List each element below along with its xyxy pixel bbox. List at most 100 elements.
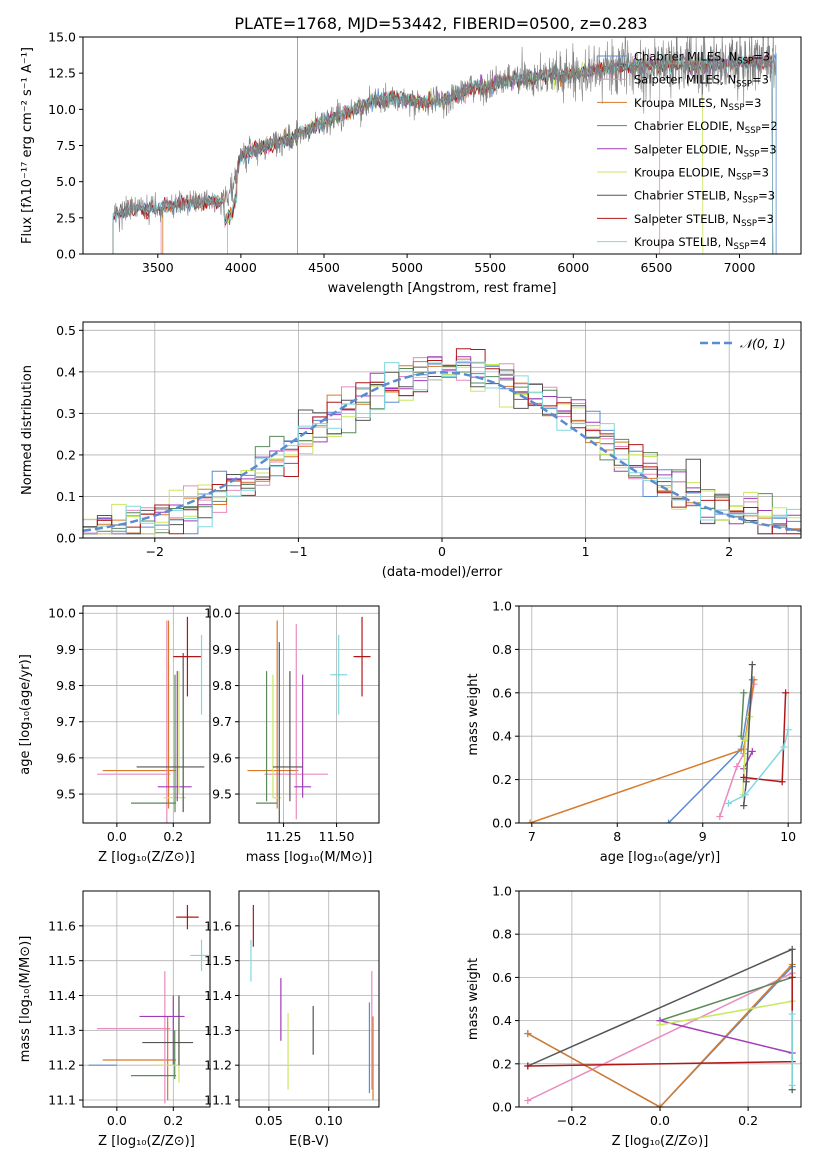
x-axis-label: Z [log₁₀(Z/Z⊙)] bbox=[612, 1134, 709, 1149]
x-axis-label: wavelength [Angstrom, rest frame] bbox=[328, 281, 557, 296]
marker-kroupa_miles bbox=[656, 1103, 664, 1107]
errorbar-kroupa_stelib bbox=[190, 939, 210, 972]
marker-kroupa_elodie bbox=[656, 1021, 664, 1029]
tick-label-y: 9.8 bbox=[56, 678, 76, 693]
tick-label-y: 9.6 bbox=[212, 750, 232, 765]
panel-age_vs_Z: 0.0 0.2 9.5 9.6 9.7 9.8 9.9 10.0 Z [log₁₀(Z/Z⊙)]… bbox=[18, 605, 211, 865]
tick-label-x: 8 bbox=[613, 829, 621, 844]
plot-content bbox=[83, 348, 801, 535]
tick-label-x: 3500 bbox=[142, 260, 174, 275]
plot-content bbox=[97, 616, 205, 823]
tick-label-y: 0.2 bbox=[56, 447, 76, 462]
legend-entry-salpeter_stelib: Salpeter STELIB, NSSP=3 bbox=[634, 212, 774, 229]
marker-chabrier_stelib bbox=[788, 945, 796, 953]
tick-label-y: 11.2 bbox=[204, 1058, 232, 1073]
panel-mass_vs_Z: 0.0 0.2 11.1 11.2 11.3 11.4 11.5 11.6 Z [log₁₀(Z… bbox=[18, 890, 211, 1149]
tick-label-y: 10.0 bbox=[48, 606, 76, 621]
tick-label-y: 9.8 bbox=[212, 678, 232, 693]
legend: 𝒩(0, 1) bbox=[700, 336, 786, 351]
tick-label-x: 0.0 bbox=[107, 1113, 127, 1128]
marker-chabrier_stelib bbox=[740, 802, 748, 810]
panel-residuals: −2 −1 0 1 2 0.0 0.1 0.2 0.3 0.4 0.5 (data-model)/er… bbox=[20, 321, 802, 580]
marker-salpeter_stelib bbox=[524, 1062, 532, 1070]
marker-salpeter_stelib bbox=[788, 973, 796, 981]
plot-content bbox=[247, 616, 371, 823]
tick-label-y: 0.4 bbox=[492, 1013, 512, 1028]
marker-kroupa_miles bbox=[740, 745, 748, 753]
tick-label-y: 0.6 bbox=[492, 970, 512, 985]
plot-area bbox=[519, 606, 801, 823]
tick-label-x: 9 bbox=[699, 829, 707, 844]
tick-label-x: 4500 bbox=[308, 260, 340, 275]
legend-entry-salpeter_miles: Salpeter MILES, NSSP=3 bbox=[634, 73, 769, 90]
panel-weight_vs_Z: −0.2 0.0 0.2 0.0 0.2 0.4 0.6 0.8 1.0 Z [log₁₀(Z/Z… bbox=[466, 884, 802, 1149]
tick-label-x: 0.10 bbox=[315, 1113, 343, 1128]
marker-kroupa_miles bbox=[526, 819, 534, 823]
data-spectrum-line bbox=[112, 37, 777, 254]
errorbar-salpeter_stelib bbox=[173, 616, 202, 697]
tick-label-y: 1.0 bbox=[492, 599, 512, 614]
series-line-kroupa_stelib bbox=[728, 729, 789, 805]
marker-chabrier_stelib bbox=[748, 661, 756, 669]
grid bbox=[83, 891, 210, 1107]
errorbar-salpeter_stelib bbox=[353, 616, 371, 697]
legend: Chabrier MILES, NSSP=3 Salpeter MILES, NS… bbox=[597, 50, 778, 252]
legend-entry-kroupa_elodie: Kroupa ELODIE, NSSP=3 bbox=[634, 166, 769, 183]
plot-content bbox=[526, 661, 792, 823]
series-line-salpeter_elodie bbox=[659, 1019, 793, 1054]
tick-label-x: 0 bbox=[438, 544, 446, 559]
tick-label-y: 0.3 bbox=[56, 406, 76, 421]
marker-salpeter_miles bbox=[524, 1097, 532, 1105]
tick-label-y: 9.7 bbox=[212, 714, 232, 729]
marker-salpeter_elodie bbox=[748, 747, 756, 755]
histogram-kroupa_stelib bbox=[83, 360, 801, 535]
legend-entry-kroupa_stelib: Kroupa STELIB, NSSP=4 bbox=[634, 235, 766, 252]
marker-kroupa_stelib bbox=[788, 1010, 796, 1018]
marker-kroupa_stelib bbox=[788, 1081, 796, 1089]
tick-label-x: 6500 bbox=[640, 260, 672, 275]
marker-kroupa_stelib bbox=[741, 791, 749, 799]
tick-label-y: 9.6 bbox=[56, 750, 76, 765]
tick-label-y: 0.0 bbox=[492, 1100, 512, 1115]
x-axis-label: mass [log₁₀(M/M⊙)] bbox=[246, 850, 373, 865]
errorbar-kroupa_stelib bbox=[330, 634, 348, 715]
tick-label-y: 11.4 bbox=[204, 988, 232, 1003]
errorbar-salpeter_stelib bbox=[176, 904, 199, 930]
plot-area bbox=[239, 606, 379, 823]
tick-label-x: 0.2 bbox=[163, 1113, 183, 1128]
tick-label-y: 10.0 bbox=[204, 606, 232, 621]
tick-label-x: 7 bbox=[528, 829, 536, 844]
y-axis-label: mass [log₁₀(M/M⊙)] bbox=[18, 936, 33, 1063]
tick-label-y: 11.3 bbox=[48, 1023, 76, 1038]
marker-kroupa_stelib bbox=[724, 799, 732, 807]
tick-label-x: 11.25 bbox=[266, 829, 302, 844]
legend-entry-chabrier_stelib: Chabrier STELIB, NSSP=3 bbox=[634, 189, 775, 206]
x-axis-label: Z [log₁₀(Z/Z⊙)] bbox=[98, 1134, 195, 1149]
plot-content bbox=[250, 904, 374, 1101]
tick-label-y: 5.0 bbox=[56, 174, 76, 189]
tick-label-x: 0.2 bbox=[163, 829, 183, 844]
legend-entry-chabrier_miles: Chabrier MILES, NSSP=3 bbox=[634, 50, 770, 67]
series-line-kroupa_elodie bbox=[659, 1000, 793, 1026]
tick-label-x: 6000 bbox=[557, 260, 589, 275]
panel-weight_vs_age: 7 8 9 10 0.0 0.2 0.4 0.6 0.8 1.0 age [log₁₀(age/yr… bbox=[466, 599, 802, 865]
axes-frame bbox=[238, 605, 380, 824]
tick-label-y: 9.5 bbox=[212, 787, 232, 802]
axes-frame bbox=[238, 890, 380, 1108]
tick-label-y: 11.4 bbox=[48, 988, 76, 1003]
marker-salpeter_stelib bbox=[782, 689, 790, 697]
tick-label-y: 11.6 bbox=[204, 918, 232, 933]
axes-frame bbox=[518, 605, 802, 824]
tick-label-y: 0.0 bbox=[492, 816, 512, 831]
tick-label-y: 0.8 bbox=[492, 642, 512, 657]
normal-curve bbox=[83, 371, 801, 532]
tick-label-y: 9.5 bbox=[56, 787, 76, 802]
tick-label-y: 9.9 bbox=[212, 642, 232, 657]
grid bbox=[239, 606, 379, 823]
marker-salpeter_stelib bbox=[740, 773, 748, 781]
tick-label-x: 0.2 bbox=[738, 1113, 758, 1128]
legend-entry-kroupa_miles: Kroupa MILES, NSSP=3 bbox=[634, 96, 761, 113]
marker-chabrier_elodie bbox=[737, 732, 745, 740]
axes-frame bbox=[518, 890, 802, 1108]
y-axis-label: age [log₁₀(age/yr)] bbox=[18, 654, 33, 775]
